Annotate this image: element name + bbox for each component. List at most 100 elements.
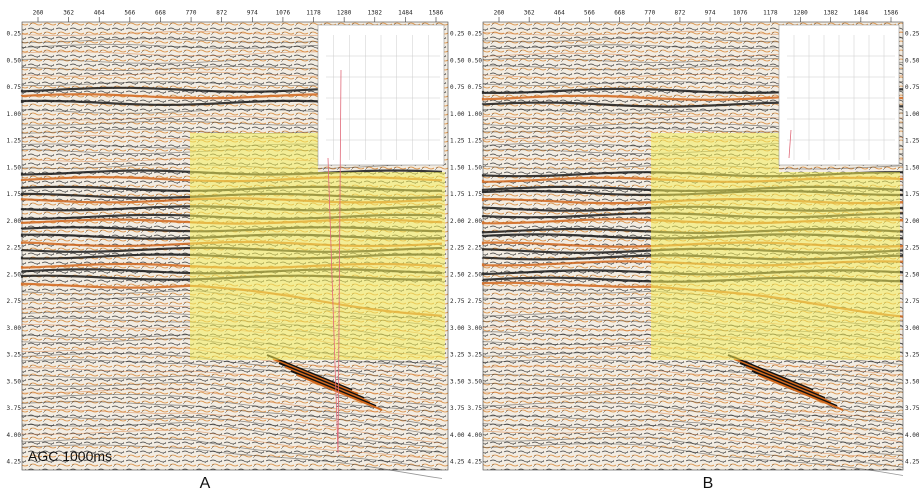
x-tick-label: 1382 bbox=[368, 10, 383, 17]
x-tick-label: 872 bbox=[216, 10, 227, 17]
y-tick-label: 2.50 bbox=[905, 271, 919, 278]
panel-label: B bbox=[703, 475, 714, 492]
y-tick-label: 0.50 bbox=[468, 57, 483, 64]
y-tick-label: 2.75 bbox=[450, 298, 465, 305]
y-tick-label: 3.50 bbox=[7, 378, 22, 385]
y-tick-label: 3.00 bbox=[905, 325, 919, 332]
x-tick-label: 974 bbox=[705, 10, 716, 17]
annotation: AGC 1000ms bbox=[28, 448, 112, 464]
y-tick-label: 1.50 bbox=[905, 164, 919, 171]
x-tick-label: 668 bbox=[614, 10, 625, 17]
y-tick-label: 2.25 bbox=[468, 245, 483, 252]
x-tick-label: 1382 bbox=[823, 10, 838, 17]
x-tick-label: 770 bbox=[186, 10, 197, 17]
x-tick-label: 668 bbox=[155, 10, 166, 17]
y-tick-label: 0.25 bbox=[7, 31, 22, 38]
y-tick-label: 2.25 bbox=[7, 245, 22, 252]
x-tick-label: 974 bbox=[247, 10, 258, 17]
y-tick-label: 0.50 bbox=[905, 57, 919, 64]
y-tick-label: 3.25 bbox=[450, 352, 465, 359]
y-tick-label: 3.25 bbox=[468, 352, 483, 359]
y-tick-label: 2.25 bbox=[450, 245, 465, 252]
y-tick-label: 3.50 bbox=[468, 378, 483, 385]
x-tick-label: 260 bbox=[494, 10, 505, 17]
x-tick-label: 1586 bbox=[429, 10, 444, 17]
y-tick-label: 3.75 bbox=[905, 405, 919, 412]
x-tick-label: 1484 bbox=[398, 10, 413, 17]
y-tick-label: 1.00 bbox=[7, 111, 22, 118]
x-tick-label: 362 bbox=[524, 10, 535, 17]
y-tick-label: 1.00 bbox=[905, 111, 919, 118]
y-tick-label: 3.75 bbox=[7, 405, 22, 412]
x-tick-label: 1280 bbox=[793, 10, 808, 17]
y-tick-label: 0.50 bbox=[450, 57, 465, 64]
y-tick-label: 0.75 bbox=[7, 84, 22, 91]
y-tick-label: 0.25 bbox=[450, 31, 465, 38]
y-tick-label: 1.50 bbox=[450, 164, 465, 171]
x-tick-label: 464 bbox=[554, 10, 565, 17]
y-tick-label: 1.75 bbox=[450, 191, 465, 198]
x-tick-label: 1076 bbox=[733, 10, 748, 17]
y-tick-label: 1.75 bbox=[905, 191, 919, 198]
x-tick-label: 566 bbox=[584, 10, 595, 17]
y-tick-label: 2.75 bbox=[905, 298, 919, 305]
y-tick-label: 4.25 bbox=[468, 459, 483, 466]
x-tick-label: 770 bbox=[644, 10, 655, 17]
y-tick-label: 1.25 bbox=[7, 138, 22, 145]
y-tick-label: 3.00 bbox=[450, 325, 465, 332]
y-tick-label: 0.25 bbox=[905, 31, 919, 38]
x-tick-label: 362 bbox=[63, 10, 74, 17]
y-tick-label: 2.75 bbox=[468, 298, 483, 305]
y-tick-label: 4.25 bbox=[450, 459, 465, 466]
y-tick-label: 1.25 bbox=[905, 138, 919, 145]
y-tick-label: 4.00 bbox=[468, 432, 483, 439]
y-tick-label: 3.50 bbox=[905, 378, 919, 385]
panel-label: A bbox=[200, 475, 211, 492]
y-tick-label: 4.25 bbox=[7, 459, 22, 466]
x-tick-label: 1280 bbox=[337, 10, 352, 17]
x-tick-label: 260 bbox=[33, 10, 44, 17]
x-tick-label: 1076 bbox=[276, 10, 291, 17]
x-tick-label: 566 bbox=[124, 10, 135, 17]
y-tick-label: 4.00 bbox=[905, 432, 919, 439]
y-tick-label: 2.50 bbox=[7, 271, 22, 278]
x-tick-label: 464 bbox=[94, 10, 105, 17]
y-tick-label: 3.00 bbox=[7, 325, 22, 332]
y-tick-label: 1.75 bbox=[468, 191, 483, 198]
y-tick-label: 2.75 bbox=[7, 298, 22, 305]
x-tick-label: 872 bbox=[675, 10, 686, 17]
y-tick-label: 2.00 bbox=[468, 218, 483, 225]
y-tick-label: 3.00 bbox=[468, 325, 483, 332]
y-tick-label: 3.25 bbox=[905, 352, 919, 359]
y-tick-label: 3.50 bbox=[450, 378, 465, 385]
y-tick-label: 1.00 bbox=[468, 111, 483, 118]
y-tick-label: 0.75 bbox=[905, 84, 919, 91]
y-tick-label: 4.00 bbox=[450, 432, 465, 439]
x-tick-label: 1586 bbox=[884, 10, 899, 17]
x-tick-label: 1178 bbox=[306, 10, 321, 17]
y-tick-label: 1.00 bbox=[450, 111, 465, 118]
y-tick-label: 1.50 bbox=[468, 164, 483, 171]
y-tick-label: 2.50 bbox=[468, 271, 483, 278]
y-tick-label: 2.00 bbox=[905, 218, 919, 225]
figure: 260 362 464 566 668 770 872 974 1076 1178 1280 1382… bbox=[0, 0, 919, 492]
y-tick-label: 4.00 bbox=[7, 432, 22, 439]
y-tick-label: 3.25 bbox=[7, 352, 22, 359]
y-tick-label: 3.75 bbox=[468, 405, 483, 412]
y-tick-label: 1.25 bbox=[468, 138, 483, 145]
y-tick-label: 2.25 bbox=[905, 245, 919, 252]
y-tick-label: 2.50 bbox=[450, 271, 465, 278]
y-tick-label: 0.25 bbox=[468, 31, 483, 38]
y-tick-label: 2.00 bbox=[7, 218, 22, 225]
y-tick-label: 2.00 bbox=[450, 218, 465, 225]
y-tick-label: 4.25 bbox=[905, 459, 919, 466]
y-tick-label: 1.25 bbox=[450, 138, 465, 145]
x-tick-label: 1484 bbox=[854, 10, 869, 17]
y-tick-label: 1.50 bbox=[7, 164, 22, 171]
y-tick-label: 0.50 bbox=[7, 57, 22, 64]
y-tick-label: 1.75 bbox=[7, 191, 22, 198]
x-tick-label: 1178 bbox=[763, 10, 778, 17]
y-tick-label: 3.75 bbox=[450, 405, 465, 412]
y-tick-label: 0.75 bbox=[450, 84, 465, 91]
y-tick-label: 0.75 bbox=[468, 84, 483, 91]
